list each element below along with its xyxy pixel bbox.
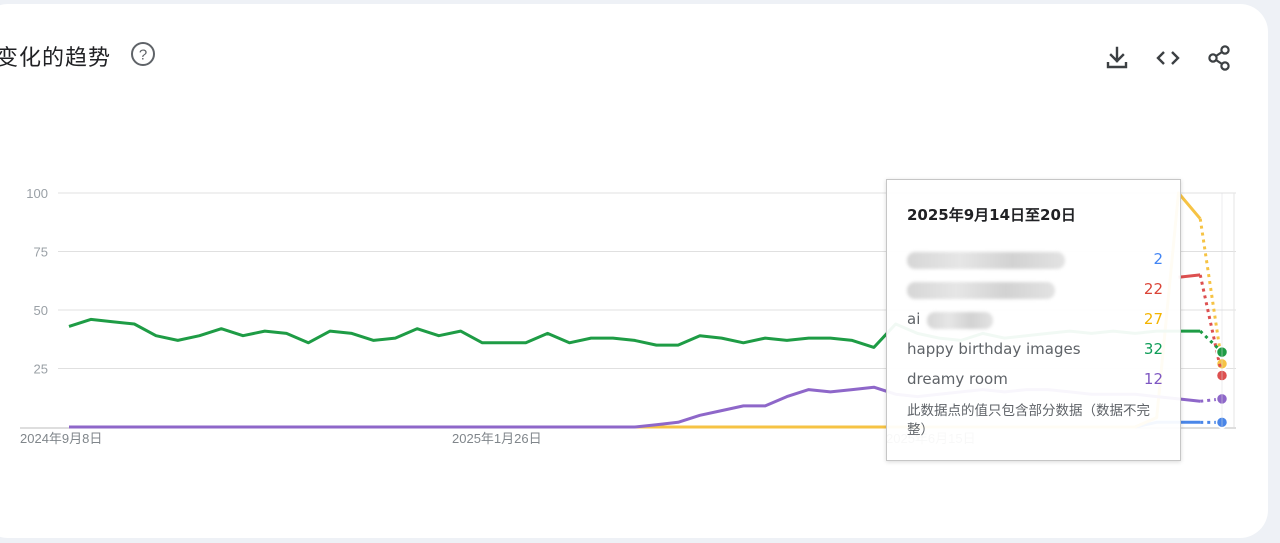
series-line	[1178, 273, 1201, 279]
y-tick-label: 25	[34, 362, 48, 377]
tooltip-row-label: dreamy room	[907, 370, 1008, 388]
tooltip-partial-data-note: 此数据点的值只包含部分数据（数据不完整）	[907, 403, 1150, 438]
svg-text:?: ?	[139, 47, 147, 64]
x-tick-label: 2024年9月8日	[20, 431, 102, 446]
tooltip-row-value: 27	[1143, 310, 1163, 328]
share-icon[interactable]	[1205, 44, 1233, 72]
tooltip-row: happy birthday images 32	[907, 340, 1163, 362]
y-tick-label: 50	[34, 303, 48, 318]
x-tick-label: 2025年1月26日	[452, 431, 542, 446]
redacted-label	[907, 282, 1055, 299]
tooltip-row-value: 22	[1143, 280, 1163, 298]
page-title: 变化的趋势	[0, 46, 112, 71]
tooltip-row-label: happy birthday images	[907, 340, 1081, 358]
series-partial-segment	[1198, 274, 1224, 376]
tooltip-row: dreamy room 12	[907, 370, 1163, 392]
tooltip-row-value: 2	[1153, 250, 1163, 268]
embed-code-icon[interactable]	[1154, 44, 1182, 72]
series-partial-segment	[1199, 329, 1224, 354]
y-tick-label: 100	[26, 186, 48, 201]
tooltip-row-value: 32	[1143, 340, 1163, 358]
data-point-tooltip: 2025年9月14日至20日 2 22 ai 27 happy birthday ima…	[886, 179, 1181, 461]
tooltip-row-label: ai	[907, 310, 921, 328]
redacted-label	[927, 312, 993, 329]
redacted-label	[907, 252, 1065, 269]
help-circle-icon[interactable]: ?	[130, 41, 156, 67]
tooltip-row: ai 27	[907, 310, 1163, 332]
tooltip-row-value: 12	[1143, 370, 1163, 388]
tooltip-date: 2025年9月14日至20日	[907, 206, 1076, 224]
y-tick-label: 75	[34, 245, 48, 260]
download-icon[interactable]	[1103, 44, 1131, 72]
tooltip-row: 22	[907, 280, 1163, 302]
tooltip-row: 2	[907, 250, 1163, 272]
